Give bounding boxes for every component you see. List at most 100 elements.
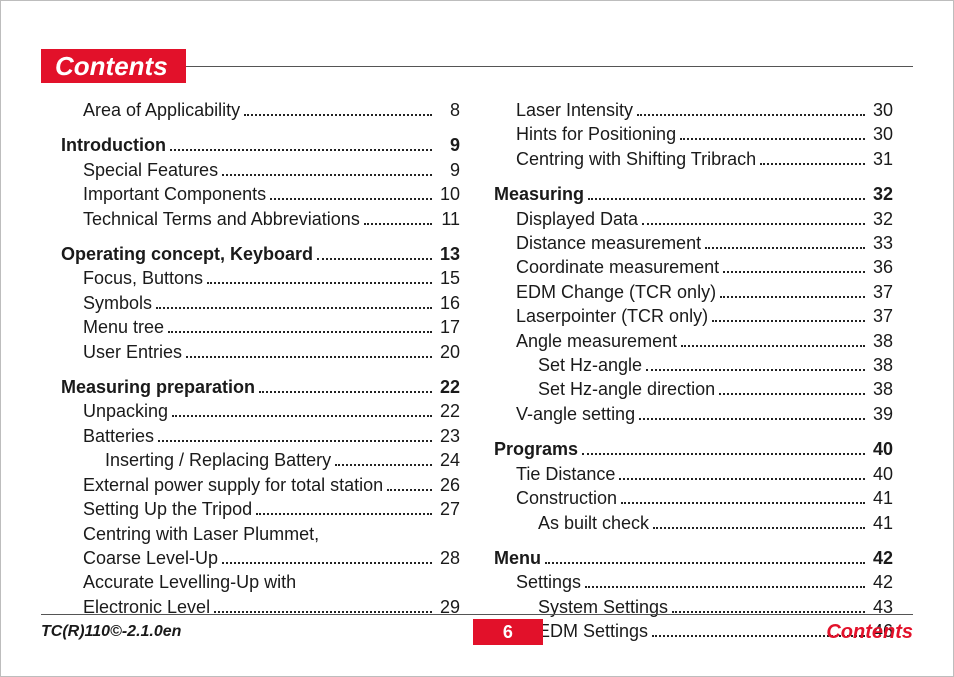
toc-entry-label: Laser Intensity xyxy=(516,98,633,122)
toc-entry-label: Hints for Positioning xyxy=(516,122,676,146)
toc-leader-dots xyxy=(244,102,432,116)
toc-entry-label: Special Features xyxy=(83,158,218,182)
toc-entry: V-angle setting 39 xyxy=(494,402,893,426)
toc-entry-page: 15 xyxy=(436,266,460,290)
toc-entry: Special Features 9 xyxy=(61,158,460,182)
toc-entry-page: 22 xyxy=(436,375,460,399)
toc-entry: Batteries23 xyxy=(61,424,460,448)
toc-entry: Symbols16 xyxy=(61,291,460,315)
toc-entry-label: Displayed Data xyxy=(516,207,638,231)
toc-leader-dots xyxy=(186,344,432,358)
toc-entry-label: EDM Change (TCR only) xyxy=(516,280,716,304)
toc-entry-label: Centring with Laser Plummet, xyxy=(83,522,319,546)
toc-entry: Displayed Data32 xyxy=(494,207,893,231)
toc-entry-page: 32 xyxy=(869,182,893,206)
toc-leader-dots xyxy=(681,333,865,347)
toc-entry-label: User Entries xyxy=(83,340,182,364)
toc-leader-dots xyxy=(672,599,865,613)
toc-entry-label: Tie Distance xyxy=(516,462,615,486)
toc-entry: Hints for Positioning30 xyxy=(494,122,893,146)
toc-leader-dots xyxy=(621,490,865,504)
toc-entry: Introduction9 xyxy=(61,133,460,157)
toc-entry-page: 11 xyxy=(436,207,460,231)
toc-leader-dots xyxy=(639,406,865,420)
toc-entry: Set Hz-angle38 xyxy=(494,353,893,377)
toc-entry: Unpacking22 xyxy=(61,399,460,423)
toc-entry-label: As built check xyxy=(538,511,649,535)
toc-leader-dots xyxy=(637,102,865,116)
toc-leader-dots xyxy=(317,246,432,260)
toc-entry-label: Distance measurement xyxy=(516,231,701,255)
toc-leader-dots xyxy=(156,295,432,309)
toc-leader-dots xyxy=(270,187,432,201)
toc-leader-dots xyxy=(720,284,865,298)
toc-entry-label: Batteries xyxy=(83,424,154,448)
toc-entry-page: 39 xyxy=(869,402,893,426)
toc-leader-dots xyxy=(588,187,865,201)
footer-doc-code: TC(R)110©-2.1.0en xyxy=(41,619,189,645)
toc-leader-dots xyxy=(170,138,432,152)
toc-entry: User Entries20 xyxy=(61,340,460,364)
toc-entry-page: 40 xyxy=(869,437,893,461)
toc-entry: Coarse Level-Up 28 xyxy=(61,546,460,570)
toc-leader-dots xyxy=(619,466,865,480)
toc-leader-dots xyxy=(387,477,432,491)
toc-entry-page: 8 xyxy=(436,98,460,122)
toc-entry: Coordinate measurement36 xyxy=(494,255,893,279)
toc-entry: Focus, Buttons15 xyxy=(61,266,460,290)
toc-leader-dots xyxy=(158,428,432,442)
toc-entry: Tie Distance 40 xyxy=(494,462,893,486)
toc-leader-dots xyxy=(642,211,865,225)
footer-page-number: 6 xyxy=(473,619,543,645)
toc-leader-dots xyxy=(214,599,432,613)
toc-entry-label: Area of Applicability xyxy=(83,98,240,122)
footer: TC(R)110©-2.1.0en 6 Contents xyxy=(41,614,913,644)
toc-left-column: Area of Applicability 8 Introduction9Speci… xyxy=(61,98,460,606)
footer-section-title: Contents xyxy=(826,619,913,645)
toc-entry: Set Hz-angle direction 38 xyxy=(494,377,893,401)
toc-entry-label: V-angle setting xyxy=(516,402,635,426)
toc-entry-page: 24 xyxy=(436,448,460,472)
toc-entry: Setting Up the Tripod27 xyxy=(61,497,460,521)
toc-entry-label: Centring with Shifting Tribrach xyxy=(516,147,756,171)
toc-entry-label: Coarse Level-Up xyxy=(83,546,218,570)
toc-entry: Measuring 32 xyxy=(494,182,893,206)
toc-leader-dots xyxy=(646,357,865,371)
toc-entry: External power supply for total station2… xyxy=(61,473,460,497)
toc-entry: Measuring preparation22 xyxy=(61,375,460,399)
toc-entry-page: 38 xyxy=(869,377,893,401)
toc-entry: Construction41 xyxy=(494,486,893,510)
toc-entry-label: Settings xyxy=(516,570,581,594)
toc-entry-label: Laserpointer (TCR only) xyxy=(516,304,708,328)
toc-entry: Menu tree17 xyxy=(61,315,460,339)
toc-entry: Laserpointer (TCR only)37 xyxy=(494,304,893,328)
toc-leader-dots xyxy=(585,575,865,589)
toc-leader-dots xyxy=(545,550,865,564)
toc-leader-dots xyxy=(172,404,432,418)
toc-entry-page: 31 xyxy=(869,147,893,171)
toc-entry-label: External power supply for total station xyxy=(83,473,383,497)
toc-entry-page: 36 xyxy=(869,255,893,279)
toc-entry-page: 40 xyxy=(869,462,893,486)
toc-entry: Distance measurement33 xyxy=(494,231,893,255)
toc-entry-label: Measuring xyxy=(494,182,584,206)
toc-entry-label: Inserting / Replacing Battery xyxy=(105,448,331,472)
toc-entry-page: 9 xyxy=(436,158,460,182)
toc-entry-label: Accurate Levelling-Up with xyxy=(83,570,296,594)
toc-leader-dots xyxy=(653,515,865,529)
toc-entry: Angle measurement 38 xyxy=(494,329,893,353)
toc-entry: Menu42 xyxy=(494,546,893,570)
toc-entry-label: Set Hz-angle direction xyxy=(538,377,715,401)
toc-entry: Important Components10 xyxy=(61,182,460,206)
toc-entry-label: Angle measurement xyxy=(516,329,677,353)
toc-entry-page: 30 xyxy=(869,98,893,122)
footer-rule xyxy=(41,614,913,617)
toc-entry-page: 38 xyxy=(869,329,893,353)
toc-entry-label: Menu tree xyxy=(83,315,164,339)
toc-entry-page: 28 xyxy=(436,546,460,570)
toc-entry-label: Construction xyxy=(516,486,617,510)
toc-entry: Operating concept, Keyboard13 xyxy=(61,242,460,266)
toc-leader-dots xyxy=(712,309,865,323)
toc-leader-dots xyxy=(364,211,432,225)
toc-leader-dots xyxy=(222,550,432,564)
